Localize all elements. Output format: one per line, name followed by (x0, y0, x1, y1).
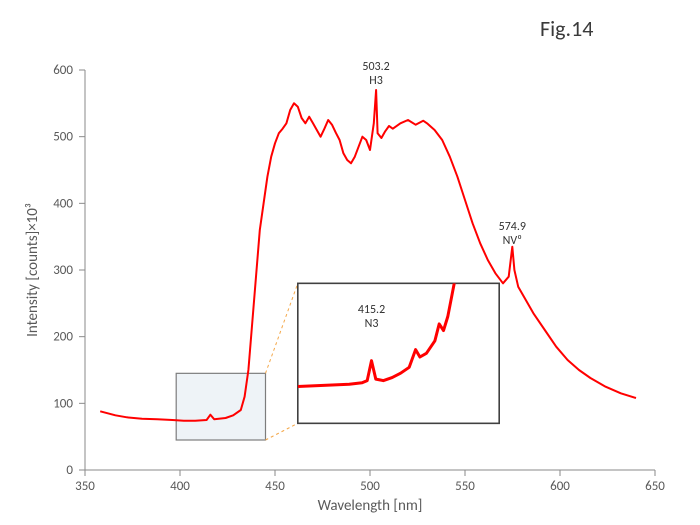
y-tick-label: 200 (53, 330, 73, 345)
zoom-connector (266, 283, 298, 373)
x-tick-label: 450 (265, 479, 285, 494)
svg-text:N3: N3 (365, 317, 379, 331)
inset-panel (298, 283, 499, 423)
x-tick-label: 600 (550, 479, 570, 494)
spectrum-chart: 350 400 450 500 550 600 650 0 100 200 300 400 500 600… (0, 0, 700, 525)
x-tick-label: 650 (645, 479, 665, 494)
x-axis-label: Wavelength [nm] (318, 497, 423, 515)
svg-text:503.2: 503.2 (362, 60, 389, 74)
y-tick-label: 400 (53, 196, 73, 211)
x-tick-label: 400 (170, 479, 190, 494)
y-tick-label: 100 (53, 396, 73, 411)
svg-text:H3: H3 (369, 74, 383, 88)
svg-text:NV⁰: NV⁰ (503, 234, 522, 248)
zoom-connector (266, 423, 298, 440)
y-tick-label: 0 (66, 463, 73, 478)
y-tick-label: 300 (53, 263, 73, 278)
svg-text:574.9: 574.9 (499, 220, 526, 234)
svg-text:415.2: 415.2 (358, 303, 385, 317)
x-tick-label: 350 (75, 479, 95, 494)
y-tick-label: 500 (53, 130, 73, 145)
peak-label: 503.2H3 (362, 60, 389, 88)
y-tick-label: 600 (53, 63, 73, 78)
zoom-source-box (176, 373, 265, 440)
x-tick-label: 500 (360, 479, 380, 494)
x-tick-label: 550 (455, 479, 475, 494)
peak-label: 574.9NV⁰ (499, 220, 526, 248)
y-axis-label: Intensity [counts]×10³ (24, 203, 42, 337)
